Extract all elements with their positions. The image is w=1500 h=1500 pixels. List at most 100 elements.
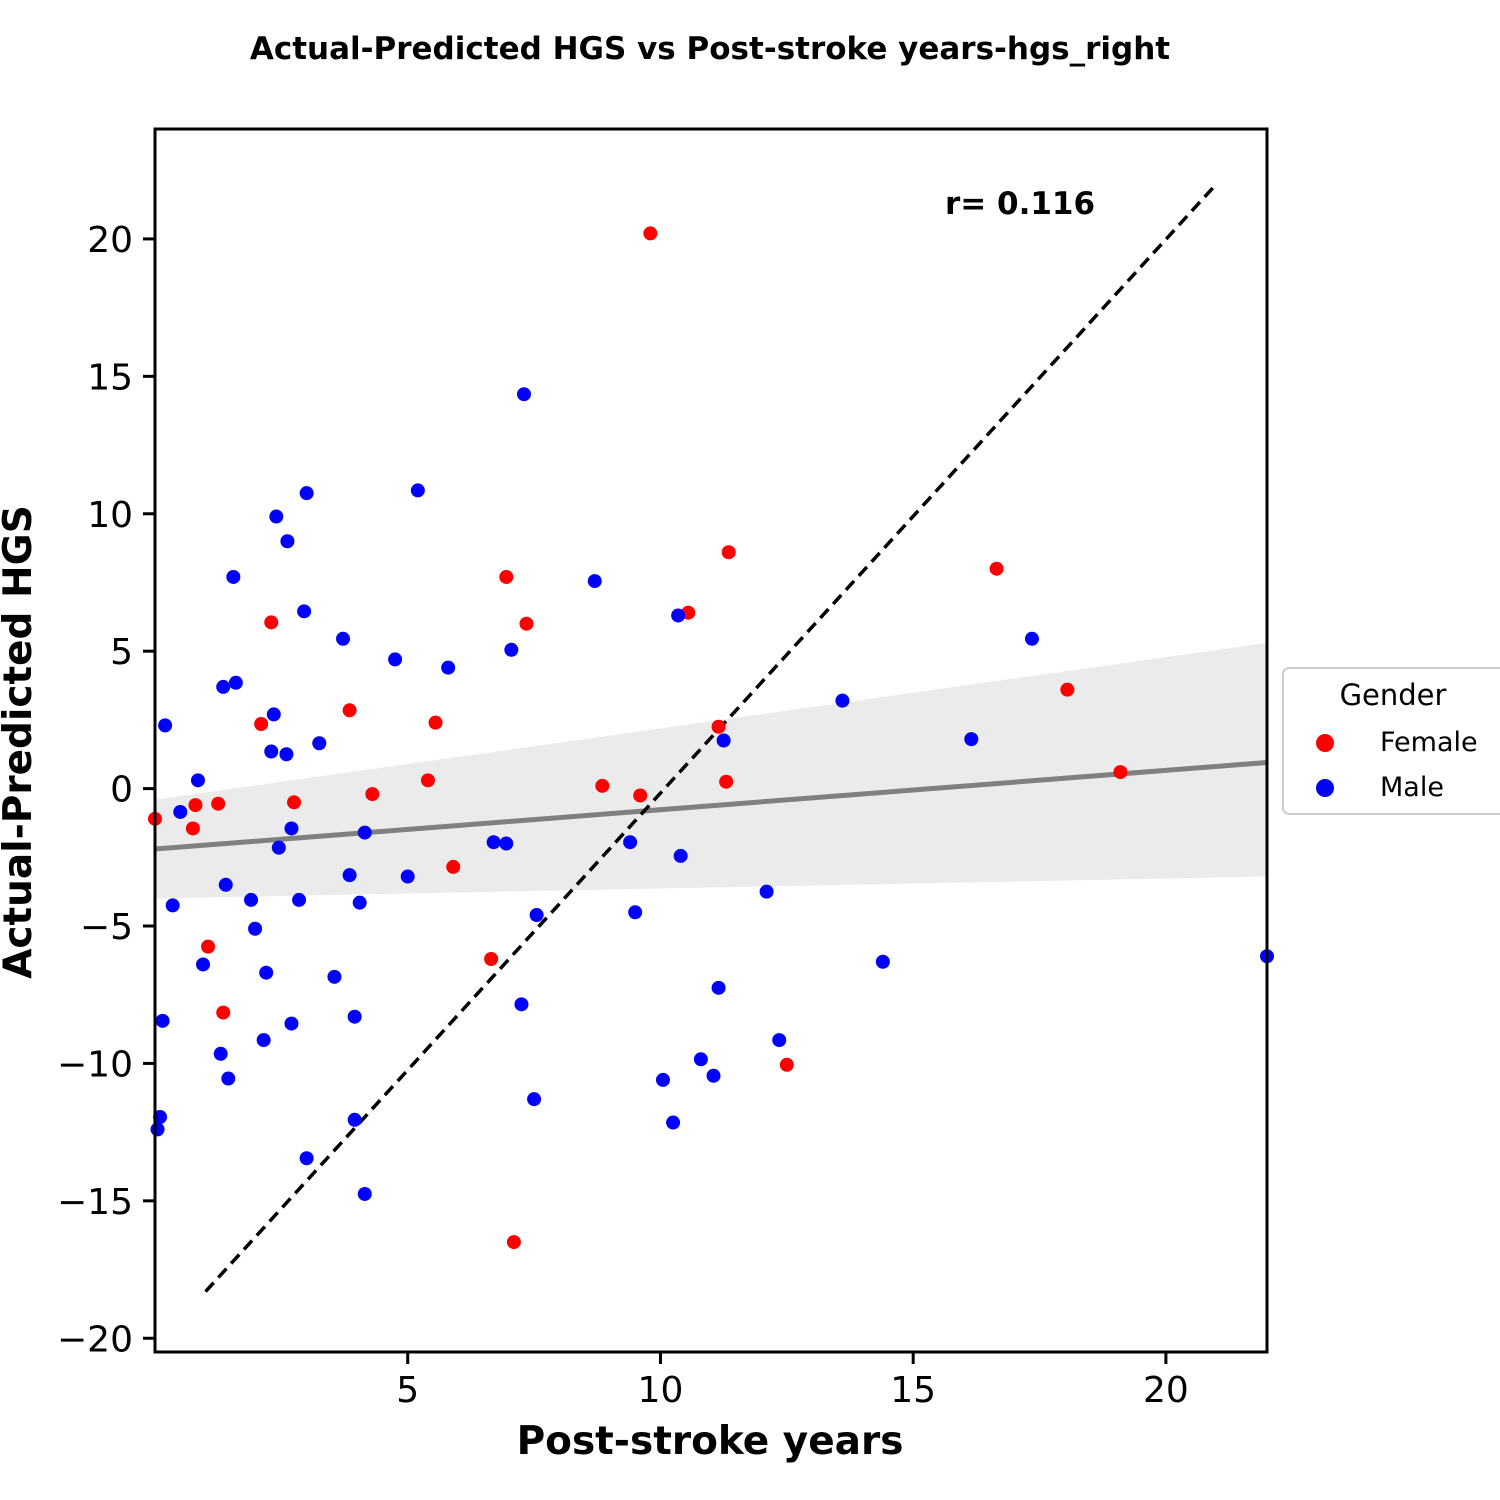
regression-line xyxy=(155,759,1267,852)
point-female xyxy=(254,717,269,732)
point-female xyxy=(264,615,279,630)
point-female xyxy=(506,1235,521,1250)
point-female xyxy=(428,715,443,730)
point-female xyxy=(595,778,610,793)
point-female xyxy=(989,561,1004,576)
y-tick-label: −10 xyxy=(57,1044,133,1085)
point-male xyxy=(196,957,211,972)
point-female xyxy=(216,1005,231,1020)
point-male xyxy=(158,718,173,733)
point-male xyxy=(284,821,299,836)
x-tick-label: 10 xyxy=(638,1370,684,1411)
point-male xyxy=(259,965,274,980)
point-male xyxy=(716,733,731,748)
point-male xyxy=(514,997,529,1012)
point-female xyxy=(185,821,200,836)
point-female xyxy=(365,787,380,802)
point-female xyxy=(633,788,648,803)
point-male xyxy=(964,732,979,747)
point-male xyxy=(190,773,205,788)
point-female xyxy=(519,616,534,631)
point-female xyxy=(211,796,226,811)
point-male xyxy=(216,679,231,694)
point-male xyxy=(218,877,233,892)
y-axis-label: Actual-Predicted HGS xyxy=(0,505,41,979)
point-male xyxy=(759,884,774,899)
point-female xyxy=(446,859,461,874)
point-male xyxy=(284,1016,299,1031)
point-male xyxy=(153,1110,168,1125)
legend-label-male: Male xyxy=(1380,772,1444,803)
point-male xyxy=(516,387,531,402)
point-male xyxy=(529,908,544,923)
x-axis-label: Post-stroke years xyxy=(517,1419,904,1464)
point-male xyxy=(269,509,284,524)
chart-title: Actual-Predicted HGS vs Post-stroke year… xyxy=(250,31,1170,67)
point-male xyxy=(299,1151,314,1166)
plot-frame xyxy=(153,127,1269,1354)
point-male xyxy=(486,835,501,850)
point-male xyxy=(628,905,643,920)
point-male xyxy=(655,1072,670,1087)
point-male xyxy=(297,604,312,619)
point-male xyxy=(357,1186,372,1201)
point-male xyxy=(292,892,307,907)
point-male xyxy=(504,642,519,657)
point-male xyxy=(226,569,241,584)
point-female xyxy=(711,719,726,734)
point-male xyxy=(256,1033,271,1048)
x-tick-label: 15 xyxy=(890,1370,936,1411)
point-male xyxy=(271,840,286,855)
point-male xyxy=(772,1033,787,1048)
point-male xyxy=(410,483,425,498)
y-tick-label: 0 xyxy=(110,770,133,811)
point-female xyxy=(420,773,435,788)
point-male xyxy=(352,895,367,910)
point-male xyxy=(835,693,850,708)
y-tick-label: −15 xyxy=(57,1182,133,1223)
point-female xyxy=(499,569,514,584)
y-tick-label: 5 xyxy=(110,632,133,673)
x-tick-label: 20 xyxy=(1143,1370,1189,1411)
point-male xyxy=(666,1115,681,1130)
point-female xyxy=(719,774,734,789)
point-male xyxy=(623,835,638,850)
legend-label-female: Female xyxy=(1380,727,1478,758)
point-male xyxy=(336,631,351,646)
point-male xyxy=(673,848,688,863)
point-male xyxy=(173,804,188,819)
point-male xyxy=(587,574,602,589)
legend-title: Gender xyxy=(1340,678,1447,712)
point-female xyxy=(342,703,357,718)
y-tick-label: −5 xyxy=(80,907,133,948)
confidence-band xyxy=(155,642,1267,899)
point-male xyxy=(357,825,372,840)
point-male xyxy=(279,747,294,762)
point-male xyxy=(228,675,243,690)
point-female xyxy=(201,939,216,954)
point-male xyxy=(347,1112,362,1127)
point-male xyxy=(248,921,263,936)
point-male xyxy=(671,608,686,623)
point-female xyxy=(721,545,736,560)
point-male xyxy=(347,1009,362,1024)
legend: Gender Female Male xyxy=(1282,667,1500,815)
point-male xyxy=(693,1052,708,1067)
point-male xyxy=(499,836,514,851)
point-male xyxy=(165,898,180,913)
point-female xyxy=(484,951,499,966)
point-male xyxy=(264,744,279,759)
point-male xyxy=(280,534,295,549)
legend-marker-male xyxy=(1316,779,1334,797)
point-male xyxy=(441,660,456,675)
point-male xyxy=(342,868,357,883)
point-female xyxy=(1113,765,1128,780)
y-tick-label: 15 xyxy=(87,357,133,398)
point-male xyxy=(388,652,403,667)
point-male xyxy=(221,1071,236,1086)
point-male xyxy=(213,1046,228,1061)
point-male xyxy=(711,980,726,995)
point-male xyxy=(244,892,259,907)
correlation-annotation: r= 0.116 xyxy=(945,186,1095,222)
